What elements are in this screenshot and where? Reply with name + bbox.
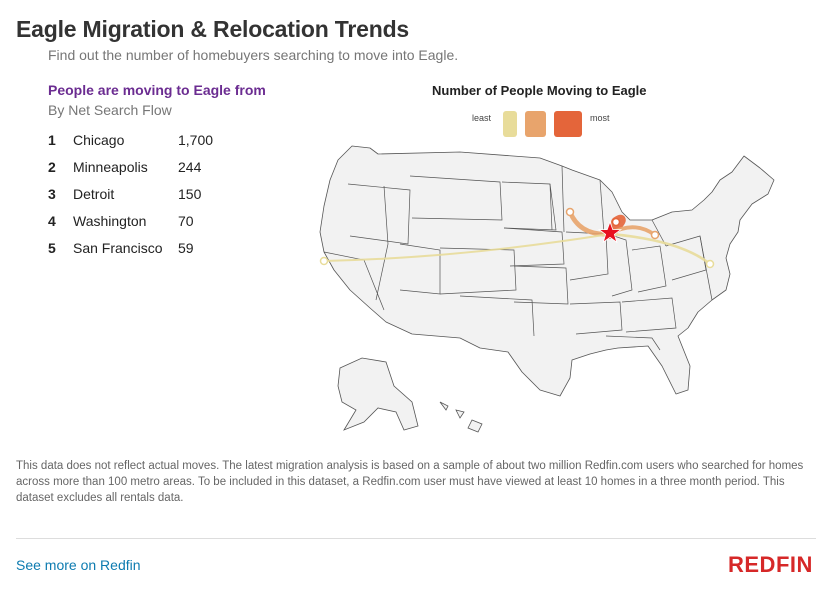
legend-title: Number of People Moving to Eagle bbox=[432, 83, 647, 98]
origin-city: Chicago bbox=[73, 131, 125, 148]
alaska-hawaii bbox=[337, 357, 483, 433]
list-heading: People are moving to Eagle from bbox=[48, 82, 266, 98]
destination-star-icon bbox=[597, 220, 623, 244]
list-item: 4 Washington 70 bbox=[48, 207, 238, 234]
origin-dot-detroit bbox=[650, 230, 660, 240]
footer-divider bbox=[16, 538, 816, 539]
origin-dot-minneapolis bbox=[565, 207, 575, 217]
origin-city: Washington bbox=[73, 212, 147, 229]
rank-number: 3 bbox=[48, 185, 56, 202]
alaska-shape bbox=[337, 357, 419, 431]
legend-swatch-mid bbox=[525, 111, 546, 137]
us-mainland-shape bbox=[319, 145, 775, 397]
flow-line-washington bbox=[608, 232, 712, 266]
origin-rank-list: 1 Chicago 1,700 2 Minneapolis 244 3 Detr… bbox=[48, 126, 238, 261]
legend: least most bbox=[472, 111, 622, 138]
rank-number: 4 bbox=[48, 212, 56, 229]
us-states bbox=[319, 145, 775, 397]
origin-value: 59 bbox=[178, 239, 194, 256]
origin-city: Detroit bbox=[73, 185, 115, 202]
flow-line-san-francisco bbox=[323, 233, 611, 262]
legend-swatch-high bbox=[554, 111, 582, 137]
list-item: 1 Chicago 1,700 bbox=[48, 126, 238, 153]
origin-dot-washington bbox=[705, 259, 715, 269]
rank-number: 1 bbox=[48, 131, 56, 148]
list-item: 2 Minneapolis 244 bbox=[48, 153, 238, 180]
list-item: 3 Detroit 150 bbox=[48, 180, 238, 207]
disclaimer-text: This data does not reflect actual moves.… bbox=[16, 460, 804, 504]
legend-swatch-low bbox=[503, 111, 517, 137]
origin-dot-chicago bbox=[611, 217, 621, 227]
origin-city: San Francisco bbox=[73, 239, 163, 256]
legend-most-label: most bbox=[590, 113, 610, 123]
origin-value: 150 bbox=[178, 185, 202, 202]
origin-value: 244 bbox=[178, 158, 202, 175]
hawaii-shape bbox=[439, 401, 483, 433]
see-more-link[interactable]: See more on Redfin bbox=[16, 557, 141, 573]
state-borders bbox=[323, 165, 713, 351]
us-migration-map bbox=[319, 145, 775, 433]
origin-city: Minneapolis bbox=[73, 158, 148, 175]
list-subheading: By Net Search Flow bbox=[48, 102, 172, 118]
rank-number: 2 bbox=[48, 158, 56, 175]
page-subtitle: Find out the number of homebuyers search… bbox=[48, 47, 459, 63]
origin-value: 1,700 bbox=[178, 131, 214, 148]
origin-dot-san-francisco bbox=[319, 256, 329, 266]
list-item: 5 San Francisco 59 bbox=[48, 234, 238, 261]
rank-number: 5 bbox=[48, 239, 56, 256]
legend-least-label: least bbox=[472, 113, 492, 123]
origin-dots bbox=[319, 207, 715, 269]
redfin-logo: REDFIN bbox=[728, 552, 813, 577]
page-title: Eagle Migration & Relocation Trends bbox=[16, 16, 410, 42]
origin-value: 70 bbox=[178, 212, 194, 229]
